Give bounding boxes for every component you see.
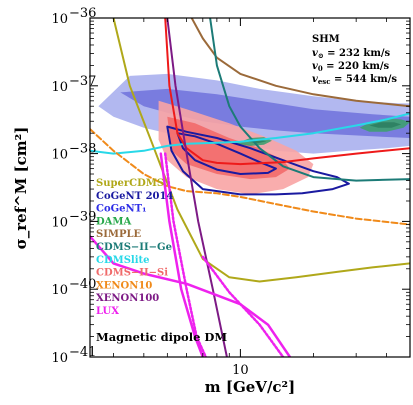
model-annotation: Magnetic dipole DM [96, 330, 227, 344]
y-tick-label-4: 10 [51, 283, 68, 298]
region-cogent--inner-1 [120, 88, 410, 138]
curve-cogent-2014-1 [166, 125, 350, 196]
y-tick-exponent-2: −38 [69, 142, 96, 157]
x-tick-label-0: 10 [232, 363, 249, 378]
curve-layer [90, 18, 410, 357]
legend-entry-lux: LUX [96, 306, 119, 317]
legend-entry-cdms-ii-si: CDMS−II−Si [96, 268, 168, 279]
y-tick-exponent-4: −40 [69, 277, 96, 292]
y-tick-exponent-0: −36 [69, 6, 96, 21]
halo-line-1: v0 = 220 km/s [312, 61, 390, 73]
curve-simple-3 [190, 18, 410, 108]
legend-entry-cdms-ii-ge: CDMS−II−Ge [96, 242, 172, 253]
curve-cdmslite-5 [90, 112, 410, 155]
region-layer [98, 73, 410, 195]
y-tick-label-3: 10 [51, 215, 68, 230]
halo-line-0: v⊙ = 232 km/s [312, 48, 391, 60]
legend-entry-xenon100: XENON100 [96, 293, 159, 304]
curve-lux-11 [163, 152, 208, 357]
curve-xenon10-6 [90, 128, 410, 226]
plot-frame [89, 17, 411, 358]
y-tick-exponent-1: −37 [69, 74, 96, 89]
curve-cdms-ii-si-7 [164, 18, 410, 166]
halo-line-2: vesc = 544 km/s [312, 74, 397, 86]
y-tick-label-2: 10 [51, 148, 68, 163]
legend-entry-supercdms: SuperCDMS [96, 178, 164, 189]
curve-lux-9 [159, 152, 205, 357]
curve-cdms-ii-ge-4 [209, 18, 410, 182]
legend-entry-simple: SIMPLE [96, 229, 142, 240]
legend-entry-cogent-2014: CoGeNT 2014 [96, 191, 173, 202]
y-tick-label-5: 10 [51, 351, 68, 366]
curve-xenon100-8 [166, 18, 228, 357]
halo-title: SHM [312, 34, 340, 45]
y-tick-label-0: 10 [51, 12, 68, 27]
legend-entry-cdmslite: CDMSlite [96, 255, 150, 266]
y-tick-exponent-3: −39 [69, 209, 96, 224]
curve-lux-12 [201, 255, 285, 357]
y-tick-exponent-5: −41 [69, 345, 96, 360]
region-dama-inner-7 [369, 122, 402, 128]
legend-entry-cogent-: CoGeNT₁ [96, 204, 147, 215]
y-axis-label: σ_ref^M [cm²] [12, 127, 30, 250]
curve-supercdms-0 [112, 18, 410, 283]
legend-entry-dama: DAMA [96, 216, 132, 227]
legend-entry-xenon10: XENON10 [96, 280, 152, 291]
y-tick-label-1: 10 [51, 80, 68, 95]
x-axis-label: m [GeV/c²] [205, 378, 295, 396]
